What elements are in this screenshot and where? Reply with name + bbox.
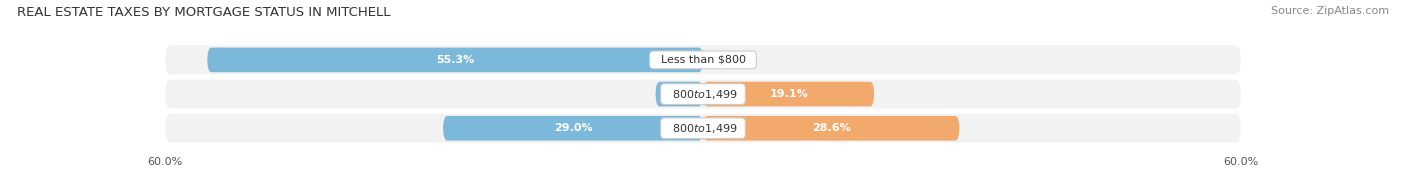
Text: 0.0%: 0.0% — [717, 55, 745, 65]
Text: 19.1%: 19.1% — [769, 89, 808, 99]
Text: 5.3%: 5.3% — [664, 89, 695, 99]
FancyBboxPatch shape — [165, 114, 1241, 143]
FancyBboxPatch shape — [655, 82, 703, 106]
FancyBboxPatch shape — [703, 116, 959, 141]
Text: 55.3%: 55.3% — [436, 55, 474, 65]
Text: REAL ESTATE TAXES BY MORTGAGE STATUS IN MITCHELL: REAL ESTATE TAXES BY MORTGAGE STATUS IN … — [17, 6, 391, 19]
FancyBboxPatch shape — [207, 48, 703, 72]
Text: $800 to $1,499: $800 to $1,499 — [665, 122, 741, 135]
FancyBboxPatch shape — [703, 82, 875, 106]
FancyBboxPatch shape — [165, 45, 1241, 74]
Text: Less than $800: Less than $800 — [654, 55, 752, 65]
FancyBboxPatch shape — [165, 80, 1241, 108]
Text: $800 to $1,499: $800 to $1,499 — [665, 88, 741, 101]
Text: 28.6%: 28.6% — [811, 123, 851, 133]
Text: 29.0%: 29.0% — [554, 123, 592, 133]
Text: Source: ZipAtlas.com: Source: ZipAtlas.com — [1271, 6, 1389, 16]
FancyBboxPatch shape — [443, 116, 703, 141]
